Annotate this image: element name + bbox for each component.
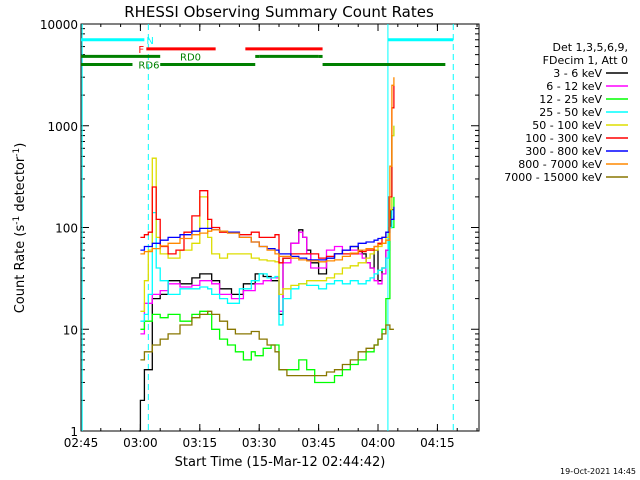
x-tick-label: 03:30 [242,436,277,450]
flag-bar-label: N [146,36,153,47]
flag-bar-label: RD0 [180,52,201,63]
legend-entry-label: 25 - 50 keV [539,106,602,119]
y-tick-label: 100 [55,222,78,236]
series-line-5 [140,85,395,264]
legend-entry-label: 300 - 800 keV [525,145,602,158]
y-tick-label: 1000 [47,120,78,134]
legend-entry-label: 6 - 12 keV [546,80,602,93]
x-tick-label: 03:00 [123,436,158,450]
legend-entry-label: 50 - 100 keV [532,119,602,132]
legend-header-line-1: Det 1,3,5,6,9, [552,41,628,54]
y-tick-label: 10000 [40,18,78,32]
legend: Det 1,3,5,6,9, FDecim 1, Att 0 3 - 6 keV… [504,41,628,184]
x-tick-label: 03:45 [301,436,336,450]
flag-bar-label: RD6 [138,60,159,71]
x-tick-label: 03:15 [183,436,218,450]
status-flag-bars: NF RD0 RD6 [81,36,454,71]
attenuator-lines [81,24,454,431]
series-line-3 [140,125,395,326]
series-line-6 [140,206,395,261]
series-line-2 [140,196,395,384]
y-axis-label: Count Rate (s-1 detector-1) [12,143,28,314]
x-tick-label: 04:15 [420,436,455,450]
legend-entry-label: 100 - 300 keV [525,132,602,145]
y-tick-label: 10 [63,323,78,337]
data-series [138,77,395,432]
series-line-4 [140,125,395,312]
series-line-8 [140,310,394,377]
series-line-1 [140,215,395,335]
chart-title: RHESSI Observing Summary Count Rates [124,3,434,21]
legend-entry-label: 3 - 6 keV [553,67,602,80]
x-tick-labels: 02:45 03:00 03:15 03:30 03:45 04:00 04:15 [64,436,455,450]
series-line-7 [140,77,395,263]
x-tick-label: 02:45 [64,436,99,450]
legend-entry-label: 800 - 7000 keV [518,158,602,171]
x-axis-label: Start Time (15-Mar-12 02:44:42) [175,455,386,470]
y-tick-labels: 1 10 100 1000 10000 [40,18,78,439]
legend-entry-label: 7000 - 15000 keV [504,171,602,184]
legend-entry-label: 12 - 25 keV [539,93,602,106]
y-tick-label: 1 [70,425,78,439]
x-tick-label: 04:00 [361,436,396,450]
flag-bar-label: F [138,45,144,56]
legend-header-line-2: FDecim 1, Att 0 [543,54,628,67]
datestamp: 19-Oct-2021 14:45 [560,467,636,476]
